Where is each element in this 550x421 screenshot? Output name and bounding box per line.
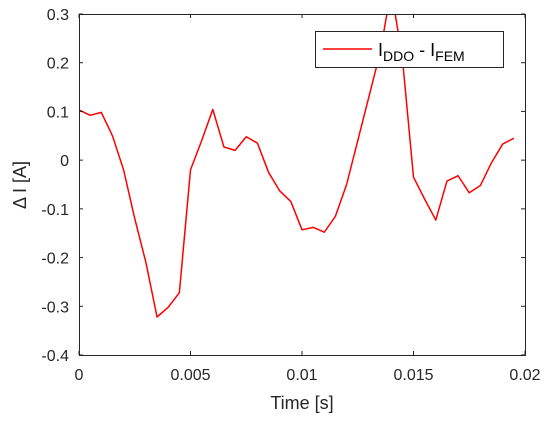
- legend: IDDO - IFEM: [315, 31, 504, 68]
- legend-label-part: I: [378, 40, 383, 60]
- series-layer: [79, 14, 515, 318]
- y-tick-label: 0: [60, 153, 69, 170]
- y-tick-label: 0.2: [47, 56, 69, 73]
- y-tick-label: 0.3: [47, 7, 69, 24]
- y-tick-label: -0.4: [41, 348, 69, 365]
- x-tick-label: 0.02: [509, 367, 540, 384]
- x-tick-label: 0.015: [393, 367, 433, 384]
- x-tick-label: 0.005: [170, 367, 210, 384]
- legend-label-part: I: [430, 40, 435, 60]
- x-tick-label: 0: [75, 367, 84, 384]
- legend-label-subscript: DDO: [383, 48, 414, 64]
- x-tick-label: 0.01: [286, 367, 317, 384]
- y-tick-label: -0.3: [41, 299, 69, 316]
- y-tick-label: -0.1: [41, 202, 69, 219]
- tick-labels: 0 0.005 0.01 0.015 0.02-0.4-0.3-0.2-0.100.10…: [41, 7, 540, 384]
- ticks-layer: [78, 13, 526, 356]
- legend-entry-label: IDDO - IFEM: [378, 40, 465, 64]
- y-axis-title: Δ I [A]: [10, 161, 30, 209]
- y-tick-label: 0.1: [47, 104, 69, 121]
- series-line: [79, 14, 515, 318]
- legend-label-separator: -: [414, 40, 430, 60]
- x-axis-title: Time [s]: [270, 393, 333, 413]
- y-tick-label: -0.2: [41, 251, 69, 268]
- legend-label-subscript: FEM: [435, 48, 465, 64]
